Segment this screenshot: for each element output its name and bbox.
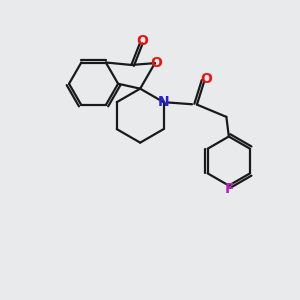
Text: O: O (150, 56, 162, 70)
Text: N: N (158, 95, 170, 109)
Text: O: O (200, 72, 212, 86)
Text: F: F (225, 182, 234, 196)
Text: O: O (136, 34, 148, 48)
